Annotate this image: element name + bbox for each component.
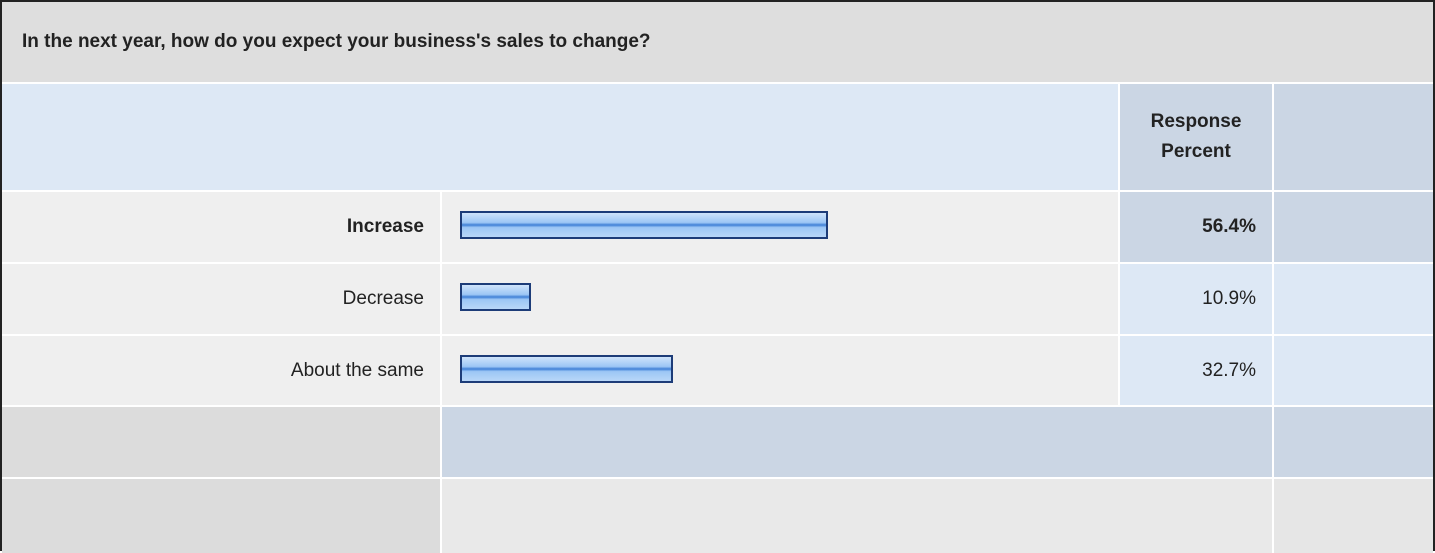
row-label: About the same bbox=[2, 336, 440, 405]
blank-cell bbox=[1274, 264, 1433, 334]
footer-cell bbox=[1274, 479, 1433, 553]
header-blank bbox=[1274, 84, 1433, 190]
footer-cell bbox=[442, 407, 1272, 477]
percent: 56.4% bbox=[1120, 192, 1272, 262]
percent: 10.9% bbox=[1120, 264, 1272, 334]
column-header: Response Percent bbox=[1120, 84, 1272, 190]
bar-cell bbox=[442, 264, 1118, 334]
row-label: Increase bbox=[2, 192, 440, 262]
footer-cell bbox=[442, 479, 1272, 553]
row-label: Decrease bbox=[2, 264, 440, 334]
header-blank bbox=[2, 84, 1118, 190]
footer-cell bbox=[2, 407, 440, 477]
footer-cell bbox=[1274, 407, 1433, 477]
footer-cell bbox=[2, 479, 440, 553]
question-title: In the next year, how do you expect your… bbox=[2, 2, 1433, 82]
blank-cell bbox=[1274, 336, 1433, 405]
bar bbox=[460, 283, 532, 311]
percent: 32.7% bbox=[1120, 336, 1272, 405]
blank-cell bbox=[1274, 192, 1433, 262]
bar bbox=[460, 355, 674, 383]
bar bbox=[460, 211, 828, 239]
